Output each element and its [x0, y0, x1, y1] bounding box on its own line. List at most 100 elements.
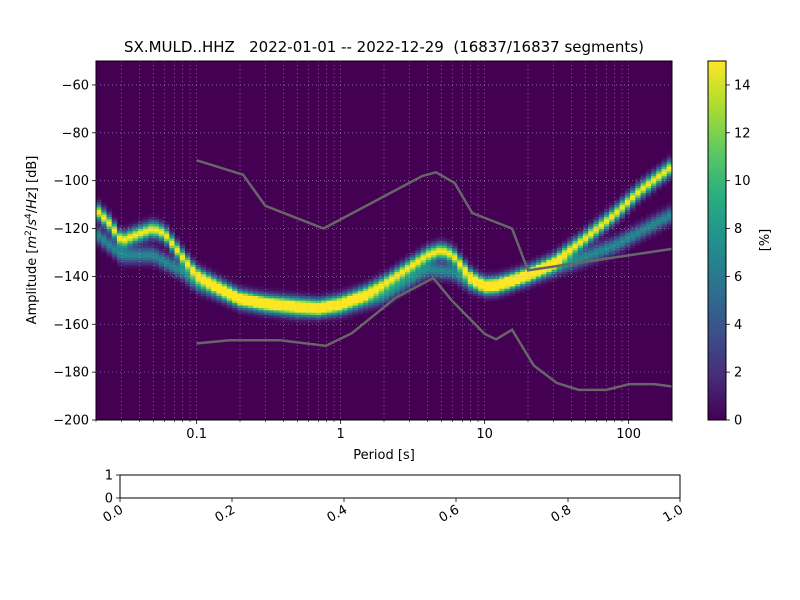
heatmap-cell	[174, 250, 181, 253]
heatmap-cell	[164, 269, 170, 273]
heatmap-cell	[478, 288, 484, 292]
heatmap-cell	[164, 247, 170, 251]
heatmap-cell	[530, 257, 537, 261]
heatmap-cell	[483, 293, 490, 296]
heatmap-cell	[216, 290, 223, 294]
heatmap-cell	[556, 269, 563, 273]
heatmap-cell	[630, 209, 636, 213]
heatmap-cell	[666, 204, 672, 208]
heatmap-cell	[347, 293, 353, 296]
heatmap-cell	[169, 233, 175, 237]
heatmap-cell	[457, 288, 463, 292]
heatmap-cell	[321, 305, 327, 308]
heatmap-cell	[619, 233, 626, 237]
heatmap-cell	[394, 281, 401, 284]
heatmap-cell	[645, 233, 652, 237]
heatmap-cell	[614, 233, 621, 237]
heatmap-cell	[315, 317, 322, 320]
heatmap-cell	[635, 242, 641, 246]
heatmap-cell	[321, 319, 327, 323]
heatmap-cell	[493, 297, 500, 301]
heatmap-cell	[378, 274, 385, 277]
heatmap-cell	[258, 285, 264, 289]
heatmap-cell	[279, 295, 285, 299]
heatmap-cell	[148, 221, 154, 225]
heatmap-cell	[462, 290, 469, 294]
heatmap-cell	[467, 295, 474, 299]
heatmap-cell	[127, 240, 134, 244]
heatmap-cell	[493, 271, 500, 275]
heatmap-cell	[530, 281, 537, 284]
heatmap-cell	[452, 254, 458, 258]
heatmap-cell	[567, 252, 573, 256]
heatmap-cell	[101, 202, 107, 205]
heatmap-cell	[315, 314, 322, 318]
heatmap-cell	[457, 259, 463, 263]
heatmap-cell	[205, 297, 212, 301]
heatmap-cell	[404, 266, 411, 270]
heatmap-cell	[263, 305, 270, 308]
heatmap-cell	[247, 285, 254, 289]
heatmap-cell	[363, 281, 369, 284]
heatmap-cell	[190, 281, 196, 284]
heatmap-cell	[326, 293, 333, 296]
heatmap-cell	[164, 226, 170, 229]
heatmap-cell	[551, 252, 558, 256]
heatmap-cell	[116, 264, 123, 268]
heatmap-cell	[164, 266, 170, 270]
heatmap-cell	[415, 264, 422, 268]
heatmap-cell	[158, 235, 165, 239]
heatmap-cell	[420, 262, 427, 265]
heatmap-cell	[116, 254, 123, 258]
heatmap-cell	[300, 307, 306, 311]
heatmap-cell	[441, 250, 448, 253]
heatmap-cell	[294, 319, 301, 323]
heatmap-cell	[399, 278, 406, 282]
heatmap-cell	[425, 266, 432, 270]
heatmap-cell	[373, 309, 380, 313]
heatmap-cell	[221, 297, 228, 301]
heatmap-cell	[384, 285, 390, 289]
heatmap-cell	[656, 218, 662, 222]
heatmap-cell	[106, 226, 113, 229]
heatmap-cell	[258, 309, 264, 313]
heatmap-cell	[164, 223, 170, 227]
heatmap-cell	[389, 278, 395, 282]
heatmap-cell	[174, 274, 181, 277]
heatmap-cell	[441, 264, 448, 268]
heatmap-cell	[132, 245, 139, 249]
heatmap-cell	[111, 226, 118, 229]
heatmap-cell	[436, 266, 442, 270]
heatmap-cell	[289, 309, 296, 313]
heatmap-cell	[153, 230, 160, 234]
heatmap-cell	[609, 206, 615, 210]
x-ticks: 0.1 1 10 100	[95, 420, 673, 442]
heatmap-cell	[253, 307, 259, 311]
heatmap-cell	[137, 230, 144, 234]
heatmap-cell	[347, 288, 353, 292]
heatmap-cell	[436, 257, 442, 261]
heatmap-cell	[294, 293, 301, 296]
heatmap-cell	[666, 161, 672, 165]
heatmap-cell	[96, 226, 102, 229]
heatmap-cell	[609, 254, 615, 258]
heatmap-cell	[148, 262, 154, 265]
heatmap-cell	[242, 312, 249, 316]
heatmap-cell	[436, 269, 442, 273]
heatmap-cell	[598, 245, 605, 249]
heatmap-cell	[342, 307, 348, 311]
heatmap-cell	[279, 312, 285, 316]
heatmap-cell	[551, 271, 558, 275]
heatmap-cell	[478, 269, 484, 273]
heatmap-cell	[326, 317, 333, 320]
heatmap-cell	[630, 240, 636, 244]
heatmap-cell	[556, 247, 563, 251]
heatmap-cell	[598, 262, 605, 265]
heatmap-cell	[294, 307, 301, 311]
heatmap-cell	[640, 185, 647, 189]
heatmap-cell	[624, 187, 631, 191]
heatmap-cell	[651, 180, 657, 184]
heatmap-cell	[514, 278, 521, 282]
heatmap-cell	[546, 276, 552, 280]
heatmap-cell	[656, 175, 662, 179]
